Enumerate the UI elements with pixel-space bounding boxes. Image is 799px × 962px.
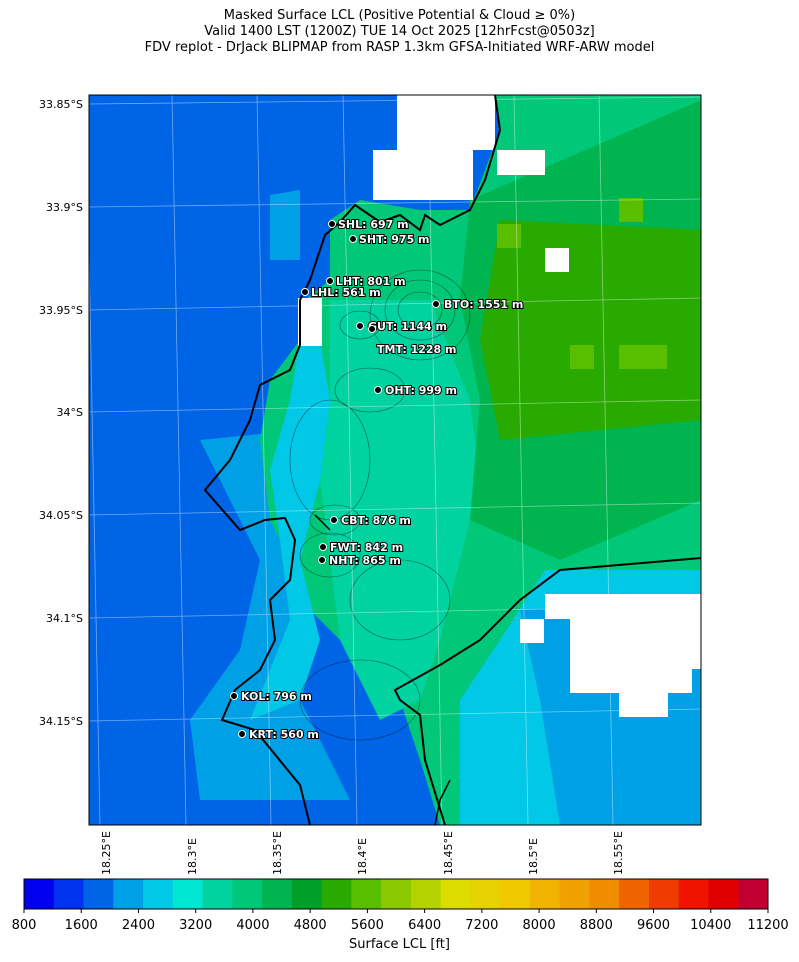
title-line-1: Masked Surface LCL (Positive Potential &… xyxy=(223,8,576,23)
colorbar-tick-label: 800 xyxy=(11,918,37,933)
lat-label: 33.85°S xyxy=(39,98,83,111)
colorbar-segment xyxy=(172,879,204,909)
lat-label: 34°S xyxy=(56,406,83,419)
title-line-2: Valid 1400 LST (1200Z) TUE 14 Oct 2025 [… xyxy=(204,24,595,39)
station-label: LHL: 561 m xyxy=(311,286,381,299)
station-label: LHT: 801 m xyxy=(336,275,406,288)
station-label: KOL: 796 m xyxy=(241,690,312,703)
colorbar-segment xyxy=(559,879,590,909)
colorbar-segment xyxy=(83,879,114,909)
station-marker xyxy=(349,235,357,243)
colorbar-tick-label: 8000 xyxy=(522,918,556,933)
colorbar-tick-label: 11200 xyxy=(747,918,789,933)
lon-label: 18.4°E xyxy=(356,838,369,875)
station-marker xyxy=(326,277,334,285)
colorbar-tick-label: 2400 xyxy=(121,918,155,933)
lon-label: 18.35°E xyxy=(271,831,284,875)
station-label: KRT: 560 m xyxy=(249,728,319,741)
colorbar-segment xyxy=(381,879,412,909)
station-label: TMT: 1228 m xyxy=(377,343,457,356)
colorbar-tick-label: 9600 xyxy=(636,918,671,933)
colorbar-tick-label: 6400 xyxy=(408,918,442,933)
title-line-3: FDV replot - DrJack BLIPMAP from RASP 1.… xyxy=(144,40,655,55)
colorbar-segment xyxy=(648,879,680,909)
colorbar-segment xyxy=(529,879,561,909)
station-label: OHT: 999 m xyxy=(385,384,457,397)
station-label: SHL: 697 m xyxy=(338,218,409,231)
colorbar-frame xyxy=(23,878,769,910)
colorbar-segment xyxy=(53,879,85,909)
colorbar-tick-label: 7200 xyxy=(465,918,499,933)
lat-label: 34.1°S xyxy=(46,612,83,625)
colorbar-segment xyxy=(500,879,531,909)
colorbar xyxy=(23,878,769,913)
colorbar-segment xyxy=(678,879,709,909)
lat-label: 33.95°S xyxy=(39,304,83,317)
coastline xyxy=(203,95,502,825)
station-label: BTO: 1551 m xyxy=(444,298,523,311)
station-label: NHT: 865 m xyxy=(329,554,401,567)
colorbar-segment xyxy=(232,879,263,909)
colorbar-segment xyxy=(291,879,323,909)
lat-label: 33.9°S xyxy=(46,201,83,214)
colorbar-tick-label: 8800 xyxy=(579,918,613,933)
station-marker xyxy=(432,300,440,308)
station-label: CBT: 876 m xyxy=(341,514,411,527)
colorbar-segment xyxy=(143,879,174,909)
colorbar-segment xyxy=(589,879,620,909)
colorbar-tick-label: 1600 xyxy=(64,918,98,933)
colorbar-segment xyxy=(321,879,352,909)
colorbar-segment xyxy=(202,879,233,909)
colorbar-label: Surface LCL [ft] xyxy=(349,937,450,952)
station-marker xyxy=(330,516,338,524)
station-label: GUT: 1144 m xyxy=(368,320,447,333)
station-marker xyxy=(328,220,336,228)
station-marker xyxy=(318,556,326,564)
station-marker xyxy=(374,386,382,394)
map-frame xyxy=(88,94,702,826)
colorbar-segment xyxy=(24,879,55,909)
station-marker xyxy=(356,322,364,330)
station-label: SHT: 975 m xyxy=(359,233,430,246)
colorbar-segment xyxy=(470,879,501,909)
lon-label: 18.5°E xyxy=(527,838,540,875)
lon-label: 18.3°E xyxy=(186,838,199,875)
lon-label: 18.55°E xyxy=(612,831,625,875)
lat-label: 34.15°S xyxy=(39,715,83,728)
colorbar-segment xyxy=(410,879,442,909)
colorbar-segment xyxy=(708,879,739,909)
station-marker xyxy=(368,325,376,333)
colorbar-tick-label: 4000 xyxy=(236,918,270,933)
colorbar-segment xyxy=(113,879,144,909)
colorbar-segment xyxy=(351,879,382,909)
colorbar-segment xyxy=(738,879,769,909)
map-area xyxy=(89,95,701,825)
colorbar-tick-label: 10400 xyxy=(690,918,732,933)
station-marker xyxy=(230,692,238,700)
colorbar-segment xyxy=(440,879,471,909)
lon-label: 18.45°E xyxy=(442,831,455,875)
station-marker xyxy=(301,288,309,296)
station-marker xyxy=(319,543,327,551)
station-marker xyxy=(238,730,246,738)
colorbar-tick-label: 5600 xyxy=(350,918,384,933)
colorbar-segment xyxy=(619,879,650,909)
colorbar-tick-label: 3200 xyxy=(179,918,213,933)
station-label: FWT: 842 m xyxy=(330,541,403,554)
colorbar-tick-label: 4800 xyxy=(293,918,327,933)
lon-label: 18.25°E xyxy=(100,831,113,875)
lat-label: 34.05°S xyxy=(39,509,83,522)
colorbar-segment xyxy=(262,879,293,909)
